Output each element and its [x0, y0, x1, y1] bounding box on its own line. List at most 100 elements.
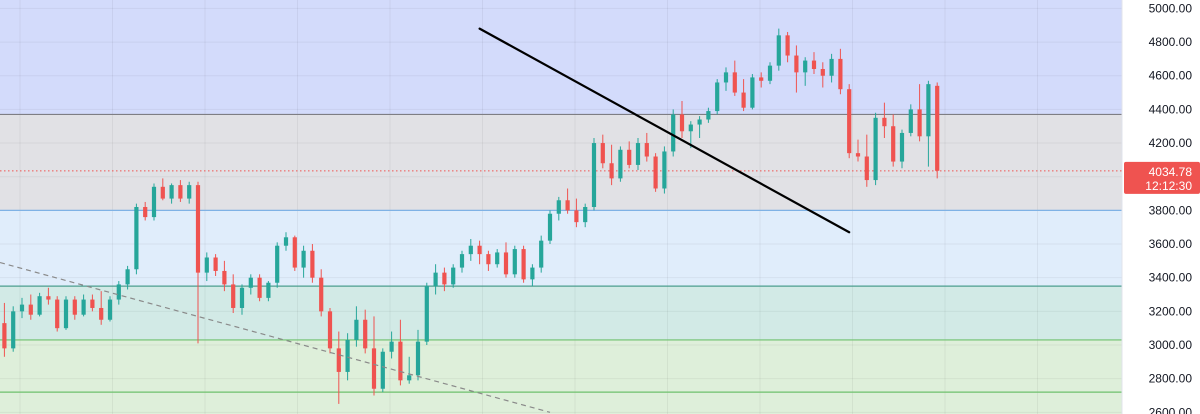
candle-42	[371, 316, 377, 396]
candle-body	[424, 286, 429, 342]
candle-body	[55, 299, 60, 329]
candle-69	[609, 144, 614, 186]
candle-body	[345, 339, 350, 372]
candle-body	[723, 72, 729, 83]
candle-6	[55, 296, 60, 332]
candle-49	[433, 264, 438, 295]
candle-body	[741, 92, 746, 108]
candle-body	[266, 282, 271, 298]
candle-body	[336, 348, 341, 372]
candle-body	[600, 143, 605, 164]
candle-78	[688, 121, 693, 149]
candle-37	[327, 307, 333, 354]
candle-30	[266, 281, 271, 302]
candle-body	[319, 277, 324, 312]
candle-85	[750, 74, 755, 110]
candle-body	[398, 341, 403, 381]
candle-body	[204, 257, 209, 273]
candle-body	[143, 207, 148, 218]
candle-body	[37, 296, 42, 315]
candle-body	[662, 151, 667, 189]
candle-body	[926, 84, 931, 137]
y-tick-label: 3400.00	[1149, 271, 1193, 285]
candle-74	[653, 153, 658, 192]
drawings-layer	[0, 27, 851, 413]
candle-body	[908, 109, 913, 133]
candle-57	[503, 242, 509, 278]
candle-body	[591, 143, 597, 207]
candle-95	[838, 48, 843, 95]
candle-23	[204, 252, 209, 282]
y-tick-label: 2800.00	[1149, 372, 1193, 386]
candle-body	[855, 153, 861, 157]
candle-body	[407, 375, 412, 381]
candle-96	[847, 84, 852, 159]
candle-64	[565, 188, 570, 214]
candle-body	[679, 114, 685, 132]
candle-60	[530, 264, 535, 287]
candle-102	[899, 129, 905, 169]
candle-70	[618, 146, 623, 182]
candle-100	[882, 102, 887, 138]
candle-56	[495, 249, 500, 268]
candle-81	[715, 79, 720, 115]
candle-body	[556, 200, 561, 214]
y-tick-label: 2600.00	[1149, 405, 1193, 414]
candle-3	[28, 294, 33, 320]
candle-15	[134, 203, 139, 275]
candle-46	[407, 356, 412, 384]
candle-71	[627, 141, 632, 169]
candle-2	[19, 297, 25, 319]
candle-body	[486, 254, 491, 265]
candle-5	[46, 287, 51, 305]
candle-body	[213, 257, 218, 271]
candle-14	[125, 265, 130, 290]
candle-50	[442, 267, 447, 292]
candle-104	[917, 84, 922, 142]
candle-body	[732, 72, 737, 93]
candle-19	[169, 183, 174, 204]
candle-86	[759, 72, 764, 88]
candle-45	[398, 319, 403, 386]
candle-59	[521, 245, 526, 283]
candle-body	[477, 245, 482, 255]
candle-67	[591, 138, 597, 211]
candle-89	[785, 31, 790, 63]
candle-body	[19, 304, 25, 312]
candle-77	[679, 100, 685, 138]
candle-35	[310, 244, 315, 283]
candle-36	[319, 269, 324, 317]
candle-99	[873, 112, 878, 186]
candle-body	[882, 117, 887, 127]
candle-body	[2, 323, 7, 349]
candle-body	[671, 114, 676, 152]
candle-66	[583, 203, 588, 228]
candle-13	[116, 281, 121, 305]
candle-body	[415, 341, 421, 376]
zone-4	[0, 339, 1122, 414]
candle-83	[732, 60, 737, 96]
candle-body	[495, 252, 500, 265]
candle-79	[697, 116, 702, 138]
candle-body	[891, 126, 896, 162]
candle-body	[503, 252, 509, 275]
candle-84	[741, 79, 746, 112]
candle-body	[63, 299, 69, 329]
candle-body	[125, 269, 130, 285]
candle-body	[239, 287, 245, 308]
axis-background	[1122, 0, 1200, 414]
candle-80	[706, 107, 711, 123]
candle-body	[134, 207, 139, 270]
candle-body	[107, 299, 113, 320]
candle-body	[195, 185, 201, 273]
candle-body	[310, 250, 315, 278]
zone-0	[0, 0, 1122, 115]
candle-27	[239, 284, 245, 315]
candle-body	[847, 89, 852, 154]
candle-body	[248, 277, 253, 288]
candle-body	[539, 240, 544, 268]
candle-body	[785, 35, 790, 56]
candle-body	[803, 60, 808, 73]
candle-61	[539, 235, 544, 273]
